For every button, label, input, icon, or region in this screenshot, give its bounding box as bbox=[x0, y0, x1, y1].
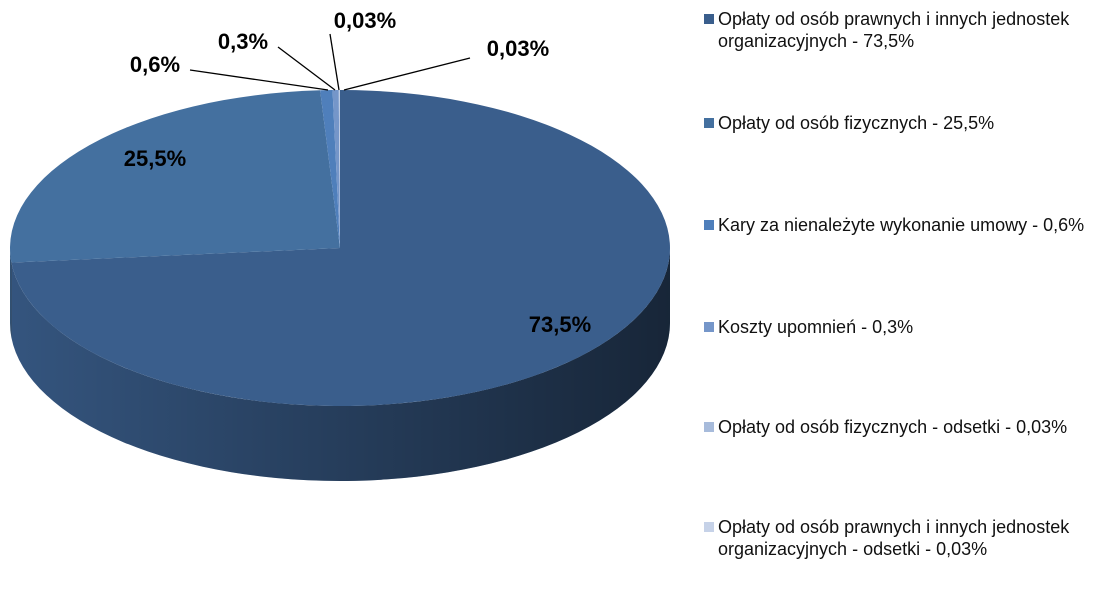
legend-label: Opłaty od osób prawnych i innych jednost… bbox=[718, 517, 1070, 559]
slice bbox=[320, 90, 340, 248]
legend-label: Opłaty od osób fizycznych - odsetki - 0,… bbox=[718, 417, 1068, 437]
leader-line bbox=[277, 46, 336, 91]
data-label: 0,03% bbox=[487, 36, 549, 61]
slice bbox=[339, 90, 340, 248]
legend-item: Opłaty od osób prawnych i innych jednost… bbox=[704, 8, 1110, 52]
legend-swatch bbox=[704, 118, 714, 128]
data-label: 0,6% bbox=[130, 52, 180, 77]
slice bbox=[338, 90, 340, 249]
slice bbox=[9, 90, 340, 263]
leader-line bbox=[189, 69, 329, 91]
legend-item: Opłaty od osób fizycznych - odsetki - 0,… bbox=[704, 416, 1110, 438]
legend-item: Kary za nienależyte wykonanie umowy - 0,… bbox=[704, 214, 1110, 236]
legend-item: Koszty upomnień - 0,3% bbox=[704, 316, 1110, 338]
legend-item: Opłaty od osób fizycznych - 25,5% bbox=[704, 112, 1110, 134]
data-label: 25,5% bbox=[124, 146, 186, 171]
legend-swatch bbox=[704, 422, 714, 432]
slice bbox=[332, 90, 340, 248]
leader-line bbox=[343, 57, 471, 91]
slice-side-shade bbox=[10, 248, 12, 338]
slice bbox=[11, 90, 671, 407]
legend-label: Koszty upomnień - 0,3% bbox=[718, 317, 914, 337]
legend-swatch bbox=[704, 14, 714, 24]
slice-side-shade bbox=[11, 248, 671, 481]
legend-swatch bbox=[704, 522, 714, 532]
leader-line bbox=[329, 33, 340, 91]
legend-item: Opłaty od osób prawnych i innych jednost… bbox=[704, 516, 1110, 560]
legend-label: Kary za nienależyte wykonanie umowy - 0,… bbox=[718, 215, 1085, 235]
legend-label: Opłaty od osób fizycznych - 25,5% bbox=[718, 113, 995, 133]
legend-swatch bbox=[704, 220, 714, 230]
legend-label: Opłaty od osób prawnych i innych jednost… bbox=[718, 9, 1070, 51]
data-label: 73,5% bbox=[529, 312, 591, 337]
data-label: 0,3% bbox=[218, 29, 268, 54]
data-label: 0,03% bbox=[334, 8, 396, 33]
legend-swatch bbox=[704, 322, 714, 332]
pie-area: 73,5% 25,5% 0,6% 0,3% 0,03% 0,03% bbox=[9, 8, 671, 481]
